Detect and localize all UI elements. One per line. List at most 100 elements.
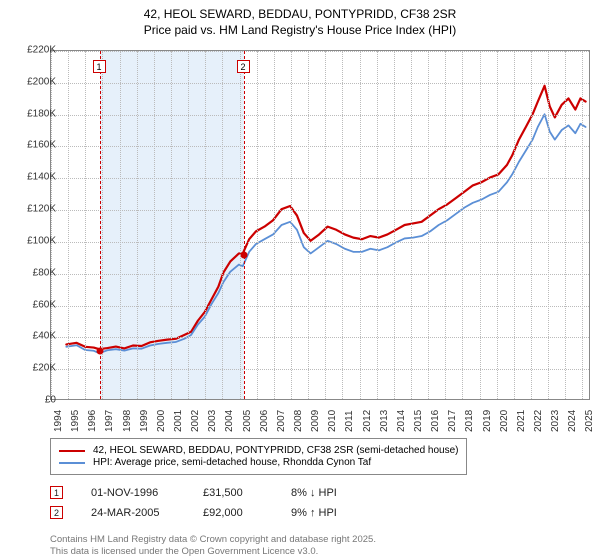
- x-grid: [462, 51, 463, 399]
- x-axis-label: 2011: [344, 410, 355, 432]
- x-grid: [120, 51, 121, 399]
- y-axis-label: £100K: [27, 235, 56, 246]
- x-grid: [102, 51, 103, 399]
- y-axis-label: £120K: [27, 204, 56, 215]
- x-axis-label: 2022: [533, 410, 544, 432]
- x-axis-label: 1995: [70, 410, 81, 432]
- annotation-marker-1: 1: [50, 486, 63, 499]
- x-axis-label: 2000: [156, 410, 167, 432]
- annotation-price-2: £92,000: [203, 507, 263, 519]
- x-axis-label: 2003: [207, 410, 218, 432]
- sale-point: [96, 347, 103, 354]
- x-grid: [342, 51, 343, 399]
- x-grid: [565, 51, 566, 399]
- x-grid: [85, 51, 86, 399]
- y-axis-label: £80K: [33, 267, 56, 278]
- y-grid: [51, 242, 589, 243]
- y-axis-label: £180K: [27, 108, 56, 119]
- x-axis-label: 2004: [224, 410, 235, 432]
- x-axis-label: 2020: [499, 410, 510, 432]
- legend-row-price-paid: 42, HEOL SEWARD, BEDDAU, PONTYPRIDD, CF3…: [59, 445, 458, 456]
- x-grid: [308, 51, 309, 399]
- y-axis-label: £0: [45, 395, 56, 406]
- annotation-price-1: £31,500: [203, 487, 263, 499]
- x-axis-label: 2012: [362, 410, 373, 432]
- y-grid: [51, 146, 589, 147]
- x-grid: [428, 51, 429, 399]
- annotation-marker-2: 2: [50, 506, 63, 519]
- x-grid: [51, 51, 52, 399]
- marker-box-2: 2: [237, 60, 250, 73]
- annotation-date-2: 24-MAR-2005: [91, 507, 175, 519]
- x-grid: [274, 51, 275, 399]
- chart-plot-area: 12: [50, 50, 590, 400]
- x-grid: [171, 51, 172, 399]
- y-grid: [51, 274, 589, 275]
- x-axis-label: 2007: [276, 410, 287, 432]
- y-grid: [51, 210, 589, 211]
- x-grid: [582, 51, 583, 399]
- y-axis-label: £220K: [27, 45, 56, 56]
- x-grid: [188, 51, 189, 399]
- y-grid: [51, 115, 589, 116]
- x-axis-label: 2018: [464, 410, 475, 432]
- sale-point: [240, 251, 247, 258]
- annotation-diff-2: 9% ↑ HPI: [291, 507, 337, 519]
- chart-title: 42, HEOL SEWARD, BEDDAU, PONTYPRIDD, CF3…: [0, 0, 600, 38]
- y-axis-label: £60K: [33, 299, 56, 310]
- x-grid: [480, 51, 481, 399]
- x-axis-label: 1996: [87, 410, 98, 432]
- x-grid: [445, 51, 446, 399]
- x-grid: [68, 51, 69, 399]
- y-grid: [51, 306, 589, 307]
- y-axis-label: £40K: [33, 331, 56, 342]
- x-axis-label: 2014: [396, 410, 407, 432]
- x-grid: [360, 51, 361, 399]
- x-axis-label: 2015: [413, 410, 424, 432]
- y-grid: [51, 83, 589, 84]
- x-axis-label: 2016: [430, 410, 441, 432]
- title-line-2: Price paid vs. HM Land Registry's House …: [0, 22, 600, 38]
- x-axis-label: 2017: [447, 410, 458, 432]
- annotation-row-2: 2 24-MAR-2005 £92,000 9% ↑ HPI: [50, 506, 337, 519]
- legend-label-hpi: HPI: Average price, semi-detached house,…: [93, 457, 371, 468]
- x-grid: [291, 51, 292, 399]
- x-grid: [137, 51, 138, 399]
- x-grid: [497, 51, 498, 399]
- x-axis-label: 2010: [327, 410, 338, 432]
- annotation-row-1: 1 01-NOV-1996 £31,500 8% ↓ HPI: [50, 486, 337, 499]
- y-axis-label: £200K: [27, 76, 56, 87]
- y-grid: [51, 337, 589, 338]
- x-grid: [394, 51, 395, 399]
- x-axis-label: 2006: [259, 410, 270, 432]
- x-axis-label: 1999: [139, 410, 150, 432]
- legend: 42, HEOL SEWARD, BEDDAU, PONTYPRIDD, CF3…: [50, 438, 467, 475]
- x-axis-label: 2024: [567, 410, 578, 432]
- x-axis-label: 2025: [584, 410, 595, 432]
- marker-box-1: 1: [93, 60, 106, 73]
- x-axis-label: 2001: [173, 410, 184, 432]
- x-grid: [514, 51, 515, 399]
- x-axis-label: 1997: [104, 410, 115, 432]
- x-axis-label: 2009: [310, 410, 321, 432]
- x-grid: [222, 51, 223, 399]
- legend-label-price-paid: 42, HEOL SEWARD, BEDDAU, PONTYPRIDD, CF3…: [93, 445, 458, 456]
- title-line-1: 42, HEOL SEWARD, BEDDAU, PONTYPRIDD, CF3…: [0, 6, 600, 22]
- chart-svg: [51, 51, 589, 399]
- x-axis-label: 2002: [190, 410, 201, 432]
- y-grid: [51, 369, 589, 370]
- x-grid: [257, 51, 258, 399]
- x-axis-label: 1998: [122, 410, 133, 432]
- credit-line-2: This data is licensed under the Open Gov…: [50, 546, 376, 558]
- x-axis-label: 2005: [242, 410, 253, 432]
- annotation-date-1: 01-NOV-1996: [91, 487, 175, 499]
- annotation-diff-1: 8% ↓ HPI: [291, 487, 337, 499]
- x-axis-label: 2023: [550, 410, 561, 432]
- x-grid: [548, 51, 549, 399]
- legend-swatch-price-paid: [59, 450, 85, 452]
- credit-line-1: Contains HM Land Registry data © Crown c…: [50, 534, 376, 546]
- y-axis-label: £140K: [27, 172, 56, 183]
- x-grid: [531, 51, 532, 399]
- x-grid: [205, 51, 206, 399]
- x-grid: [325, 51, 326, 399]
